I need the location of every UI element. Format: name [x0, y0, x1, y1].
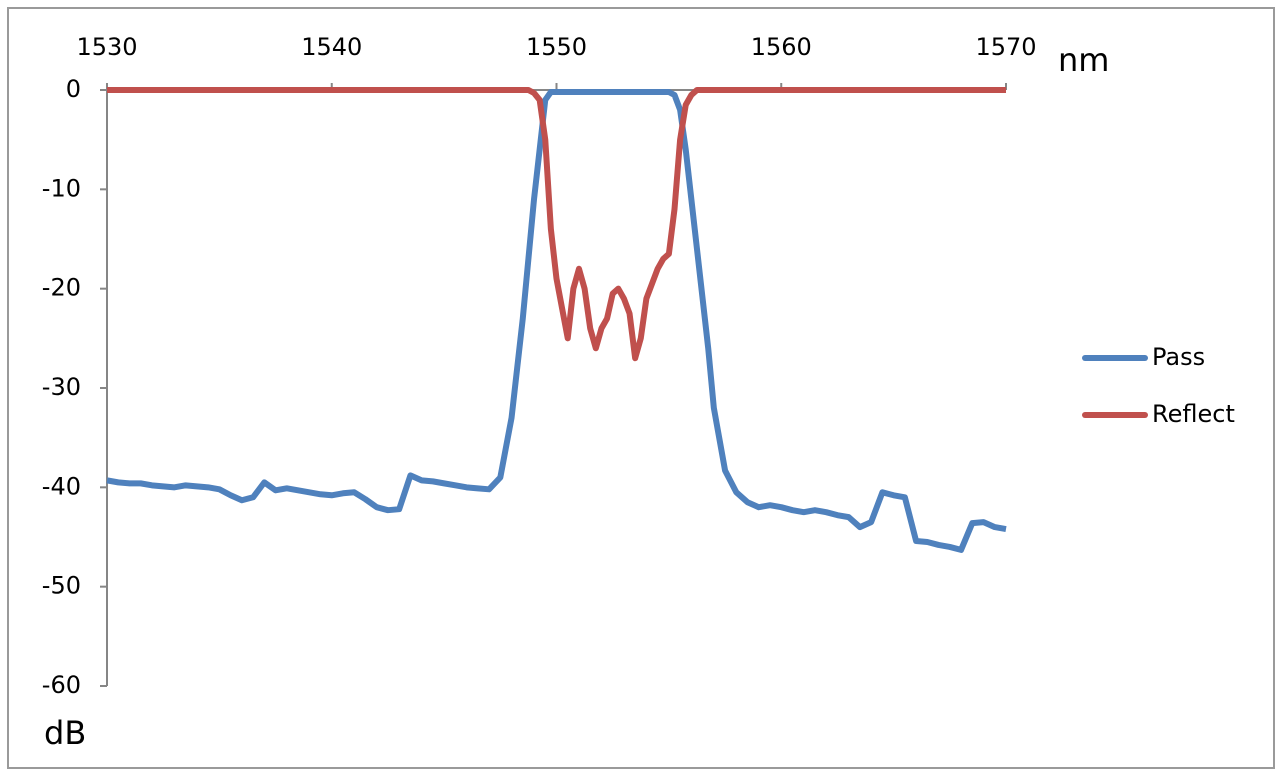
x-axis-label: nm: [1058, 41, 1109, 79]
data-line: [106, 88, 1007, 553]
x-tick-label: 1550: [526, 33, 587, 61]
y-tick-label: -40: [42, 472, 81, 500]
x-tick-label: 1570: [975, 33, 1036, 61]
y-tick-label: -30: [42, 373, 81, 401]
y-tick-label: 0: [66, 75, 81, 103]
x-tick-label: 1540: [301, 33, 362, 61]
y-tick-label: -60: [42, 671, 81, 699]
y-axis-label: dB: [44, 714, 86, 752]
legend-label: Reflect: [1152, 400, 1235, 428]
legend-label: Pass: [1152, 343, 1205, 371]
y-tick-label: -50: [42, 572, 81, 600]
data-line: [107, 87, 1006, 362]
y-tick-label: -10: [42, 174, 81, 202]
y-tick-label: -20: [42, 274, 81, 302]
chart-frame: [7, 7, 1275, 769]
x-tick-label: 1530: [76, 33, 137, 61]
x-tick-label: 1560: [751, 33, 812, 61]
